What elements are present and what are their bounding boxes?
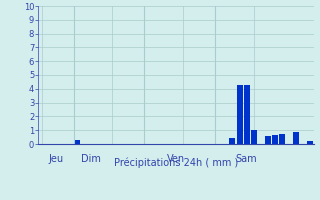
Bar [236, 85, 243, 144]
Bar [307, 141, 313, 144]
Bar [244, 85, 250, 144]
Bar [272, 135, 278, 144]
Text: Jeu: Jeu [48, 154, 64, 164]
Bar [229, 138, 236, 144]
Bar [251, 130, 257, 144]
X-axis label: Précipitations 24h ( mm ): Précipitations 24h ( mm ) [114, 158, 238, 168]
Bar [279, 134, 285, 144]
Bar [74, 140, 80, 144]
Text: Ven: Ven [167, 154, 185, 164]
Bar [293, 132, 299, 144]
Text: Sam: Sam [236, 154, 257, 164]
Text: Dim: Dim [81, 154, 101, 164]
Bar [265, 136, 271, 144]
